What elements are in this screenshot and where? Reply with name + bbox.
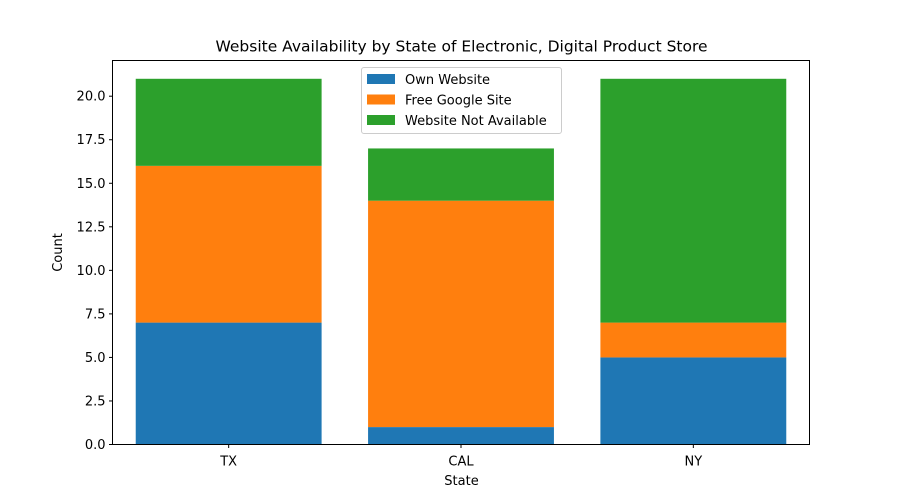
x-axis-ticks: TX CAL NY [219, 444, 702, 470]
legend-label-0: Own Website [405, 73, 490, 88]
y-axis-ticks: 0.0 2.5 5.0 7.5 10.0 12.5 15.0 17.5 20.0 [77, 90, 113, 453]
x-tick-label-ny: NY [684, 455, 702, 470]
legend-box [361, 67, 562, 134]
x-tick-label-tx: TX [219, 455, 237, 470]
legend-label-2: Website Not Available [405, 114, 547, 129]
bar-tx-series-1 [135, 165, 322, 323]
y-tick-label: 10.0 [77, 264, 106, 279]
bar-cal-series-0 [368, 427, 554, 445]
chart-title: Website Availability by State of Electro… [215, 38, 707, 56]
y-tick-label: 20.0 [77, 90, 106, 105]
y-tick-label: 17.5 [77, 133, 106, 148]
legend-label-1: Free Google Site [405, 94, 512, 109]
x-axis-label: State [444, 474, 478, 489]
y-tick-label: 7.5 [85, 307, 106, 322]
y-tick-label: 2.5 [85, 394, 106, 409]
y-axis-label: Count [51, 233, 66, 272]
y-tick-label: 15.0 [77, 177, 106, 192]
bar-tx-series-2 [135, 78, 322, 166]
bars-layer [135, 78, 787, 445]
bar-tx-series-0 [135, 322, 322, 445]
legend-swatch-2 [367, 115, 395, 125]
x-tick-label-cal: CAL [448, 455, 474, 470]
bar-ny-series-0 [600, 357, 787, 445]
legend-swatch-1 [367, 94, 395, 105]
y-tick-label: 5.0 [85, 351, 106, 366]
bar-ny-series-2 [600, 78, 787, 323]
bar-cal-series-2 [368, 148, 554, 201]
legend-swatch-0 [367, 74, 395, 84]
legend: Own Website Free Google Site Website Not A… [361, 67, 562, 134]
y-tick-label: 0.0 [85, 438, 106, 453]
bar-cal-series-1 [368, 200, 554, 428]
y-tick-label: 12.5 [77, 220, 106, 235]
bar-ny-series-1 [600, 322, 787, 358]
